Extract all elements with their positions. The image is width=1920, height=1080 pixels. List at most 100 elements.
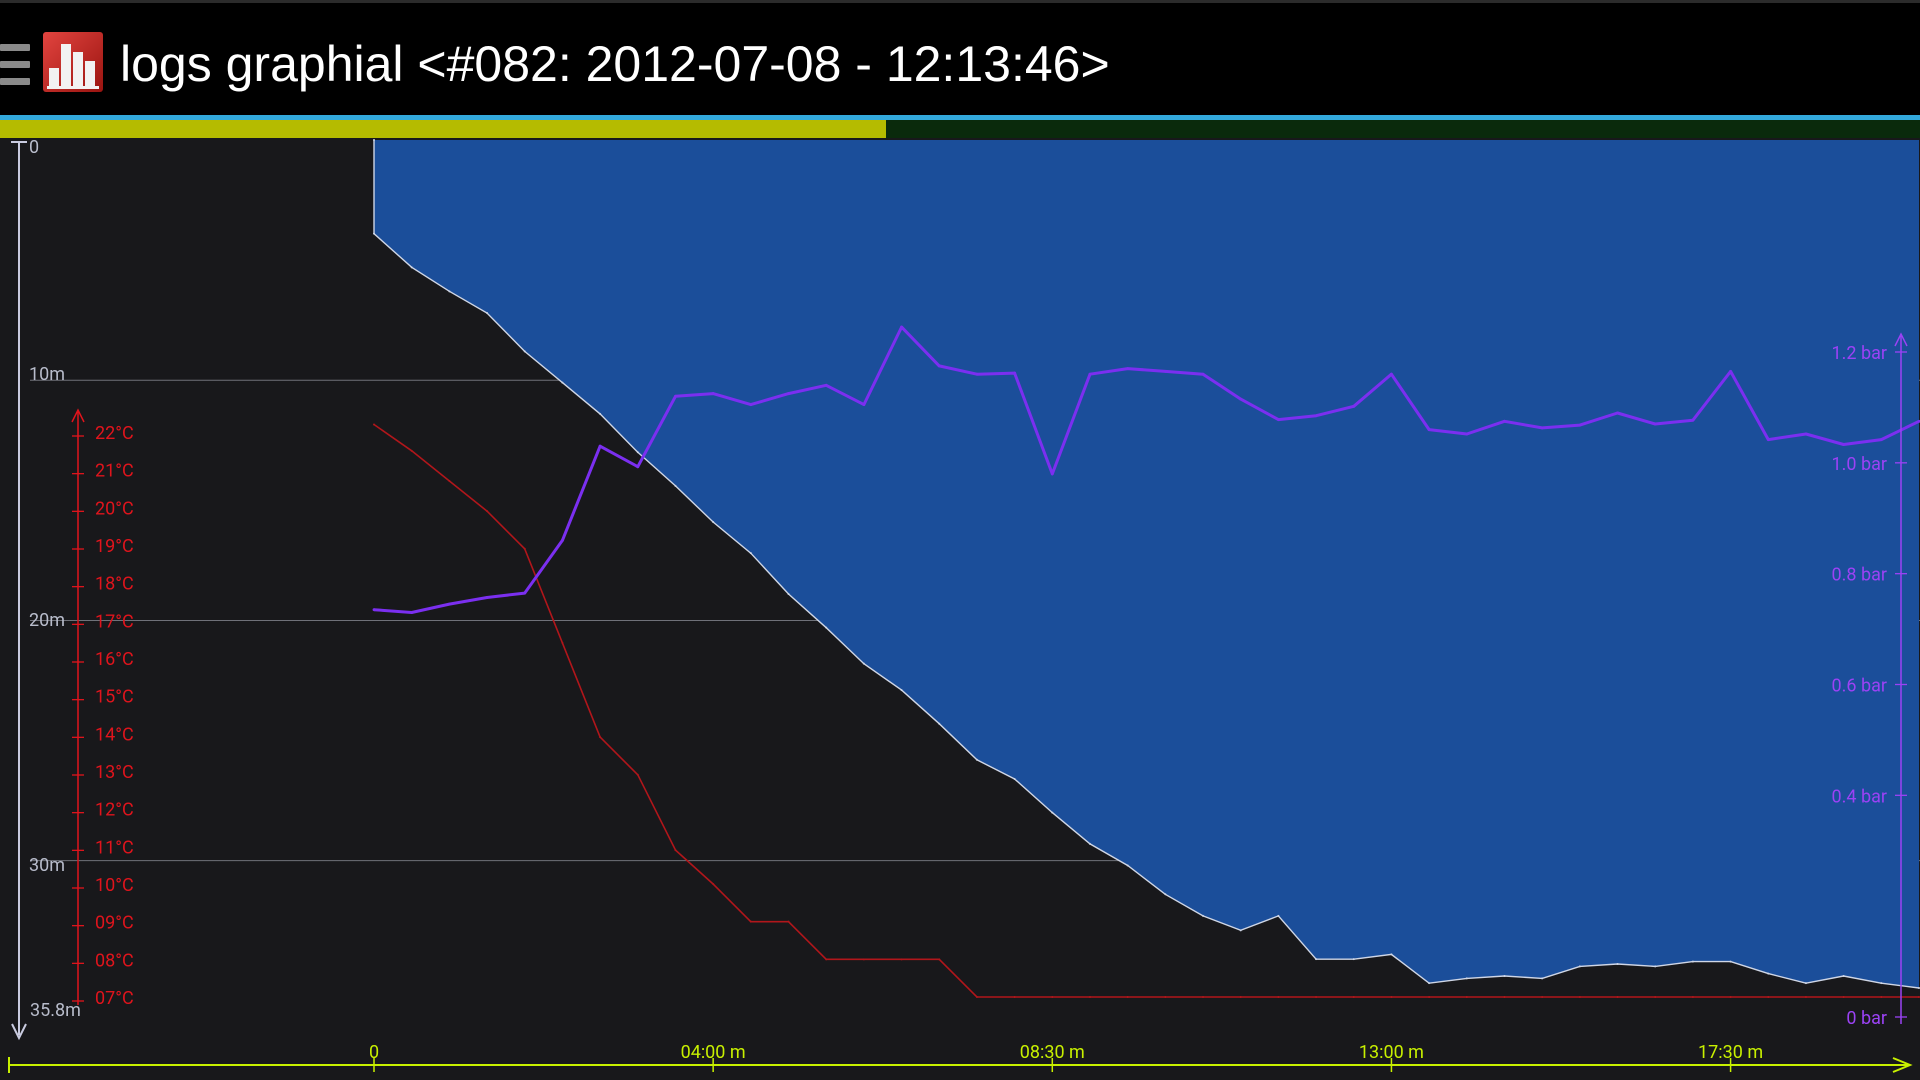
depth-tick-label: 35.8m (30, 1000, 81, 1021)
pressure-point (410, 611, 414, 614)
time-tick-label: 0 (369, 1042, 379, 1063)
pressure-point (1879, 438, 1883, 441)
pressure-tick-label: 0.4 bar (1832, 786, 1887, 807)
temperature-point (900, 958, 903, 961)
depth-point (1013, 777, 1016, 780)
depth-point (1842, 974, 1845, 977)
temperature-point (1013, 996, 1016, 998)
temperature-point (1616, 996, 1619, 998)
temperature-tick-label: 13°C (95, 762, 134, 783)
depth-point (1729, 960, 1732, 963)
depth-tick-label: 10m (29, 364, 65, 385)
pressure-axis: 1.2 bar 1.0 bar 0.8 bar 0.6 bar 0.4 bar 0 bar (1832, 332, 1908, 1029)
depth-tick-label: 20m (29, 610, 65, 631)
depth-point (1654, 965, 1657, 968)
time-tick-label: 17:30 m (1698, 1042, 1763, 1063)
temperature-tick-label: 12°C (95, 800, 134, 821)
pressure-point (1088, 372, 1092, 376)
temperature-point (1578, 996, 1581, 998)
temperature-tick-label: 20°C (95, 498, 134, 519)
depth-area-layer (373, 139, 1920, 989)
pressure-point (1540, 426, 1544, 430)
temperature-point (1767, 996, 1770, 998)
temperature-line (373, 423, 1919, 998)
hamburger-menu-icon[interactable] (0, 44, 30, 88)
temperature-point (1465, 996, 1468, 998)
temperature-point (448, 479, 451, 482)
depth-point (373, 232, 375, 235)
time-tick-label: 08:30 m (1020, 1042, 1085, 1063)
pressure-point (523, 591, 527, 595)
depth-point (862, 662, 865, 665)
pressure-point (1352, 404, 1356, 408)
depth-point (1164, 893, 1167, 896)
pressure-point (824, 383, 828, 387)
depth-tick-label: 30m (29, 855, 65, 876)
depth-point (1088, 842, 1091, 845)
temperature-line-layer (373, 423, 1920, 998)
pressure-point (372, 608, 376, 612)
pressure-point (787, 392, 790, 395)
pressure-line-layer (372, 325, 1920, 614)
depth-point (523, 350, 526, 353)
bar-chart-icon (43, 32, 103, 92)
temperature-point (1691, 996, 1694, 998)
app-bar: logs graphial <#082: 2012-07-08 - 12:13:… (0, 3, 1920, 115)
temperature-tick-label: 08°C (95, 950, 134, 971)
temperature-point (1428, 996, 1431, 998)
pressure-point (674, 394, 677, 398)
temperature-point (1654, 996, 1657, 998)
depth-point (1126, 864, 1129, 867)
temperature-tick-label: 10°C (95, 875, 134, 896)
depth-point (1578, 965, 1581, 968)
temperature-point (599, 736, 602, 739)
time-tick-label: 13:00 m (1359, 1042, 1424, 1063)
temperature-point (712, 883, 715, 885)
pressure-point (1842, 443, 1846, 446)
pressure-tick-label: 0.8 bar (1832, 565, 1887, 586)
dive-log-chart[interactable]: 0 10m 20m 30m 35.8m 22°C 21°C 20°C 19°C 18°C 17°C… (0, 138, 1920, 1080)
pressure-point (1653, 422, 1657, 426)
pressure-point (1616, 411, 1619, 415)
depth-point (975, 758, 978, 761)
depth-point (787, 593, 790, 596)
temperature-tick-label: 11°C (95, 837, 134, 858)
log-progress-fill (0, 120, 887, 138)
depth-point (1352, 958, 1355, 961)
pressure-point (1390, 372, 1393, 376)
depth-point (1616, 962, 1619, 965)
pressure-point (1050, 472, 1054, 476)
pressure-tick-label: 1.0 bar (1832, 454, 1887, 475)
temperature-point (1503, 996, 1506, 998)
temperature-point (486, 510, 489, 513)
depth-point (1503, 974, 1506, 977)
temperature-tick-label: 15°C (95, 687, 134, 708)
temperature-point (938, 958, 941, 961)
temperature-point (1126, 996, 1129, 998)
pressure-point (1276, 418, 1280, 422)
temperature-tick-label: 22°C (95, 423, 134, 444)
temperature-point (975, 996, 978, 998)
pressure-point (1804, 432, 1808, 436)
temperature-tick-label: 14°C (95, 724, 134, 745)
depth-point (599, 412, 602, 415)
pressure-point (749, 403, 753, 407)
temperature-tick-label: 17°C (95, 611, 134, 632)
temperature-point (636, 773, 639, 776)
depth-point (674, 484, 677, 487)
pressure-point (975, 372, 979, 376)
pressure-axis-arrow (1894, 332, 1908, 347)
temperature-tick-label: 07°C (95, 988, 134, 1009)
temperature-point (787, 920, 790, 923)
temperature-tick-label: 21°C (95, 461, 134, 482)
pressure-point (485, 596, 489, 599)
depth-point (1541, 977, 1544, 980)
page-title: logs graphial <#082: 2012-07-08 - 12:13:… (120, 36, 1110, 92)
temperature-point (674, 849, 677, 852)
temperature-point (1804, 996, 1807, 998)
temperature-point (1315, 996, 1318, 998)
depth-point (825, 626, 828, 629)
depth-point (1880, 982, 1883, 985)
temperature-point (1880, 996, 1883, 998)
temperature-point (523, 547, 526, 550)
